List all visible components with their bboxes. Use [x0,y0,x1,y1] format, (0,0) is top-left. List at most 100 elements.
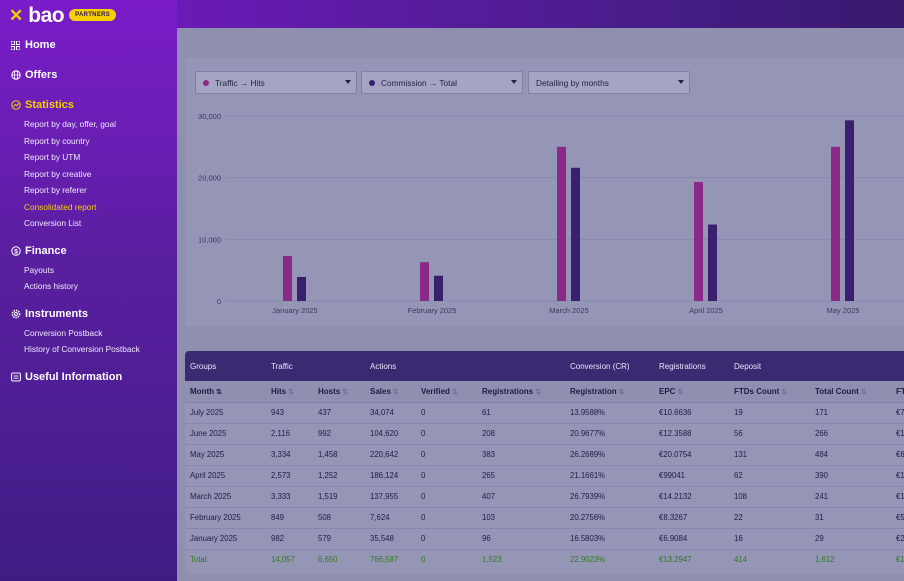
sort-icon[interactable]: ⇅ [677,388,684,396]
bar-2-0[interactable] [557,146,566,301]
column-header-month[interactable]: Month ⇅ [185,381,266,403]
bar-3-0[interactable] [694,181,703,301]
table-cell: 20.9677% [565,423,654,445]
table-cell: 3,333 [266,486,313,508]
table-cell: 61 [477,402,565,424]
column-header-ftds-count[interactable]: FTDs Count ⇅ [729,381,810,403]
grid-icon [10,40,21,51]
sort-icon[interactable]: ⇅ [451,388,458,396]
detailing-dropdown[interactable]: Detailing by months [528,71,690,94]
sidebar-subitem-report-by-creative[interactable]: Report by creative [24,168,92,179]
table-cell: 13.9588% [565,402,654,424]
metric2-dropdown[interactable]: Commission → Total [361,71,523,94]
dollar-icon: $ [10,245,21,256]
table-cell: 390 [810,465,891,487]
table-cell: 241 [810,486,891,508]
sidebar-subitem-report-by-referer[interactable]: Report by referer [24,185,87,195]
table-cell: March 2025 [185,486,266,508]
y-tick-label: 30,000 [198,112,221,121]
sidebar-subitem-report-by-day-offer-goal[interactable]: Report by day, offer, goal [24,119,116,129]
sidebar-item-label: Offers [25,69,58,81]
column-header-hosts[interactable]: Hosts ⇅ [313,381,365,403]
sort-icon[interactable]: ⇅ [342,388,349,396]
table-cell: June 2025 [185,423,266,445]
group-header: Registrations [654,351,729,381]
table-cell: 21.1661% [565,465,654,487]
sort-icon[interactable]: ⇅ [288,388,294,396]
sidebar-item-useful-information[interactable]: Useful Information [0,366,177,388]
table-cell: 579 [313,528,365,550]
sidebar-subitem-consolidated-report[interactable]: Consolidated report [24,201,97,212]
table-cell: 266 [810,423,891,445]
bar-3-1[interactable] [708,224,717,301]
column-header-epc[interactable]: EPC ⇅ [654,381,729,403]
group-header: Actions [365,351,416,381]
table-cell: 26.2689% [565,444,654,466]
sidebar-subitem-report-by-country[interactable]: Report by country [24,135,90,146]
sort-icon[interactable]: ⇅ [618,388,625,396]
table-cell: 849 [266,507,313,529]
table-cell: 31 [810,507,891,529]
table-row: January 2025 982 579 35,548 0 96 16.5803% €6.90… [185,528,904,550]
top-bar [177,0,904,28]
sort-icon[interactable]: ⇅ [392,388,399,396]
table-cell: 383 [477,444,565,466]
table-cell: €1 [891,423,904,445]
table-cell: April 2025 [185,465,266,487]
table-cell: 0 [416,465,477,487]
column-header-label: Total Count [815,386,859,396]
sort-icon[interactable]: ⇅ [216,388,222,396]
sidebar-item-statistics[interactable]: Statistics [0,94,177,116]
column-header-sales[interactable]: Sales ⇅ [365,381,416,403]
group-header [313,351,365,381]
table-cell: 26.7939% [565,486,654,508]
sidebar-item-instruments[interactable]: Instruments [0,303,177,325]
table-cell: 137,955 [365,486,416,508]
sidebar-subitem-payouts[interactable]: Payouts [24,264,54,275]
table-cell: 2,116 [266,423,313,445]
bar-1-0[interactable] [420,262,429,301]
table-cell: 29 [810,528,891,550]
sidebar-subitem-history-of-conversion-postback[interactable]: History of Conversion Postback [24,344,140,354]
table-cell: 2,573 [266,465,313,487]
column-header-registrations[interactable]: Registrations ⇅ [477,381,565,403]
column-header-hits[interactable]: Hits ⇅ [266,381,313,403]
table-cell: 1,252 [313,465,365,487]
bar-0-0[interactable] [283,255,292,301]
close-icon[interactable]: ✕ [9,5,24,25]
sidebar-item-home[interactable]: Home [0,34,177,56]
sidebar-item-finance[interactable]: $ Finance [0,240,177,262]
bar-4-0[interactable] [831,146,840,301]
sidebar-subitem-actions-history[interactable]: Actions history [24,281,78,291]
y-tick-label: 20,000 [198,174,221,183]
column-header-verified[interactable]: Verified ⇅ [416,381,477,403]
column-header-total-count[interactable]: Total Count ⇅ [810,381,891,403]
x-tick-label: February 2025 [408,306,457,315]
sort-icon[interactable]: ⇅ [860,388,867,396]
sidebar-subitem-conversion-list[interactable]: Conversion List [24,218,82,228]
sidebar-subitem-report-by-utm[interactable]: Report by UTM [24,152,81,162]
x-tick-label: March 2025 [549,306,589,315]
column-header-registration[interactable]: Registration ⇅ [565,381,654,403]
table-cell: 0 [416,528,477,550]
table-cell: 35,548 [365,528,416,550]
bar-0-1[interactable] [297,276,306,301]
table-cell: €10.6636 [654,402,729,424]
bar-1-1[interactable] [434,275,443,301]
nav-group-home: Home [0,34,177,56]
column-header-ft[interactable]: FT [891,381,904,403]
globe-icon [10,70,21,81]
brand[interactable]: ✕ bao PARTNERS [0,0,177,30]
table-cell: 56 [729,423,810,445]
table-cell: 1,523 [482,555,502,565]
sidebar-item-offers[interactable]: Offers [0,64,177,86]
sort-icon[interactable]: ⇅ [535,388,541,396]
bar-2-1[interactable] [571,167,580,301]
table-cell: 943 [266,402,313,424]
bar-4-1[interactable] [845,120,854,301]
table-row: April 2025 2,573 1,252 186,124 0 265 21.1661% €… [185,465,904,487]
table-cell: 0 [416,486,477,508]
sidebar-subitem-conversion-postback[interactable]: Conversion Postback [24,327,103,338]
sort-icon[interactable]: ⇅ [781,388,788,396]
metric1-dropdown[interactable]: Traffic → Hits [195,71,357,94]
